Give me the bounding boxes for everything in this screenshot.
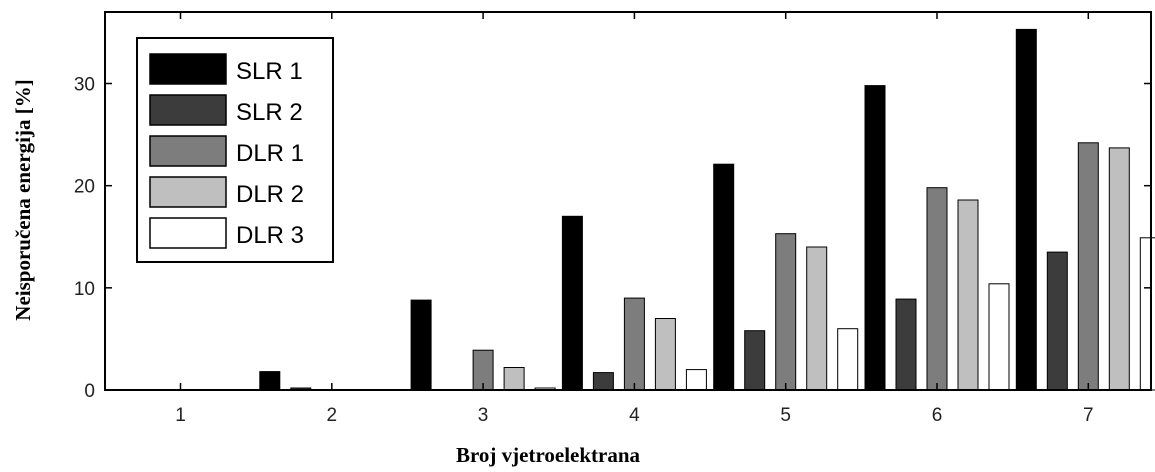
bar-dlr-3-6 — [988, 283, 1010, 391]
bar-slr-2-6 — [895, 298, 917, 391]
y-tick-label: 10 — [74, 279, 95, 300]
bar-dlr-3-5 — [837, 328, 859, 391]
bar-dlr-2-3 — [503, 367, 525, 391]
bar-slr-1-3 — [410, 299, 432, 391]
legend-label-slr-2: SLR 2 — [236, 99, 303, 126]
bar-dlr-1-5 — [775, 233, 797, 391]
bar-dlr-2-7 — [1108, 147, 1130, 391]
x-tick-label: 6 — [932, 405, 943, 426]
bar-dlr-2-6 — [957, 199, 979, 391]
y-axis-title: Neisporučena energija [%] — [11, 79, 35, 320]
bar-dlr-1-7 — [1077, 142, 1099, 391]
bar-slr-2-4 — [592, 372, 614, 391]
legend-swatch-dlr-2 — [149, 176, 227, 208]
bar-dlr-1-4 — [623, 297, 645, 391]
legend-label-dlr-3: DLR 3 — [236, 222, 304, 249]
bar-slr-1-7 — [1015, 28, 1037, 391]
bar-slr-2-7 — [1046, 251, 1068, 391]
legend-label-slr-1: SLR 1 — [236, 58, 303, 85]
x-tick-label: 5 — [780, 405, 791, 426]
legend-label-dlr-1: DLR 1 — [236, 140, 304, 167]
legend-items: SLR 1 SLR 2 DLR 1 DLR 2 DLR 3 — [149, 53, 304, 249]
x-tick-label: 3 — [478, 405, 489, 426]
bar-dlr-2-4 — [654, 318, 676, 391]
bar-slr-1-6 — [864, 85, 886, 391]
legend-swatch-slr-2 — [149, 94, 227, 126]
plot-frame — [104, 11, 1152, 391]
legend: SLR 1 SLR 2 DLR 1 DLR 2 DLR 3 — [136, 37, 334, 263]
bar-dlr-1-6 — [926, 187, 948, 391]
legend-swatch-slr-1 — [149, 53, 227, 85]
bar-dlr-2-5 — [806, 246, 828, 391]
legend-swatch-dlr-1 — [149, 135, 227, 167]
y-tick-label: 30 — [74, 75, 95, 96]
bar-slr-2-5 — [744, 330, 766, 391]
x-tick-label: 2 — [327, 405, 338, 426]
legend-swatch-dlr-3 — [149, 217, 227, 249]
y-tick-label: 20 — [74, 177, 95, 198]
bar-slr-1-2 — [259, 371, 281, 391]
ticks-layer: 1 2 3 4 5 6 7 0 10 20 30 — [74, 12, 1151, 426]
x-tick-label: 7 — [1083, 405, 1094, 426]
bar-dlr-3-7 — [1139, 237, 1155, 391]
bar-slr-1-4 — [561, 215, 583, 391]
x-tick-label: 4 — [629, 405, 640, 426]
x-tick-label: 1 — [175, 405, 186, 426]
bar-dlr-3-4 — [685, 369, 707, 391]
x-axis-title: Broj vjetroelektrana — [456, 443, 641, 467]
bar-slr-1-5 — [713, 163, 735, 391]
legend-label-dlr-2: DLR 2 — [236, 181, 304, 208]
y-tick-label: 0 — [84, 381, 95, 402]
bars-layer — [259, 28, 1155, 391]
